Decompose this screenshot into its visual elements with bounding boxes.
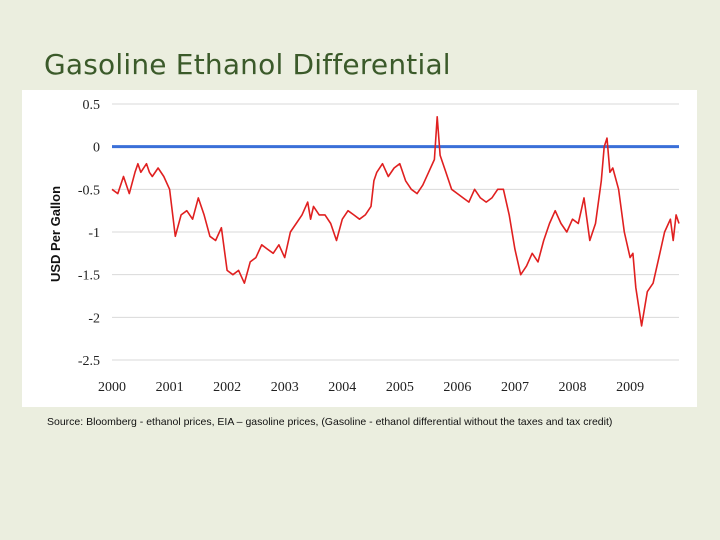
x-tick-label: 2003 — [271, 380, 299, 395]
gridlines — [112, 103, 679, 361]
y-tick-label: 0 — [93, 141, 100, 156]
y-tick-label: -2.5 — [78, 354, 100, 369]
x-tick-label: 2007 — [501, 380, 529, 395]
y-tick-label: 0.5 — [83, 98, 101, 113]
x-tick-label: 2002 — [213, 380, 241, 395]
x-tick-label: 2009 — [616, 380, 644, 395]
x-tick-label: 2008 — [559, 380, 587, 395]
chart-panel: 0.5 0 -0.5 -1 -1.5 -2 -2.5 2000 2001 2002 2003 200… — [22, 90, 697, 407]
x-tick-label: 2000 — [98, 380, 126, 395]
x-tick-label: 2006 — [443, 380, 471, 395]
y-axis-title: USD Per Gallon — [48, 186, 63, 282]
line-chart: 0.50-0.5-1-1.5-2-2.5 2000 2001 2002 2003 200… — [48, 98, 680, 395]
slide-title: Gasoline Ethanol Differential — [44, 48, 451, 81]
x-tick-label: 2001 — [156, 380, 184, 395]
y-tick-label: -1.5 — [78, 269, 100, 284]
y-tick-label: -0.5 — [78, 183, 100, 198]
x-tick-label: 2004 — [328, 380, 356, 395]
x-tick-labels: 2000 2001 2002 2003 2004 2005 2006 2007 2008 2009 — [98, 380, 644, 395]
y-tick-label: -1 — [88, 226, 100, 241]
x-tick-label: 2005 — [386, 380, 414, 395]
y-tick-labels: 0.5 0 -0.5 -1 -1.5 -2 -2.5 — [78, 98, 100, 369]
series-line — [111, 116, 680, 327]
series-group — [111, 116, 680, 327]
y-tick-label: -2 — [88, 311, 100, 326]
source-note: Source: Bloomberg - ethanol prices, EIA … — [47, 416, 613, 428]
